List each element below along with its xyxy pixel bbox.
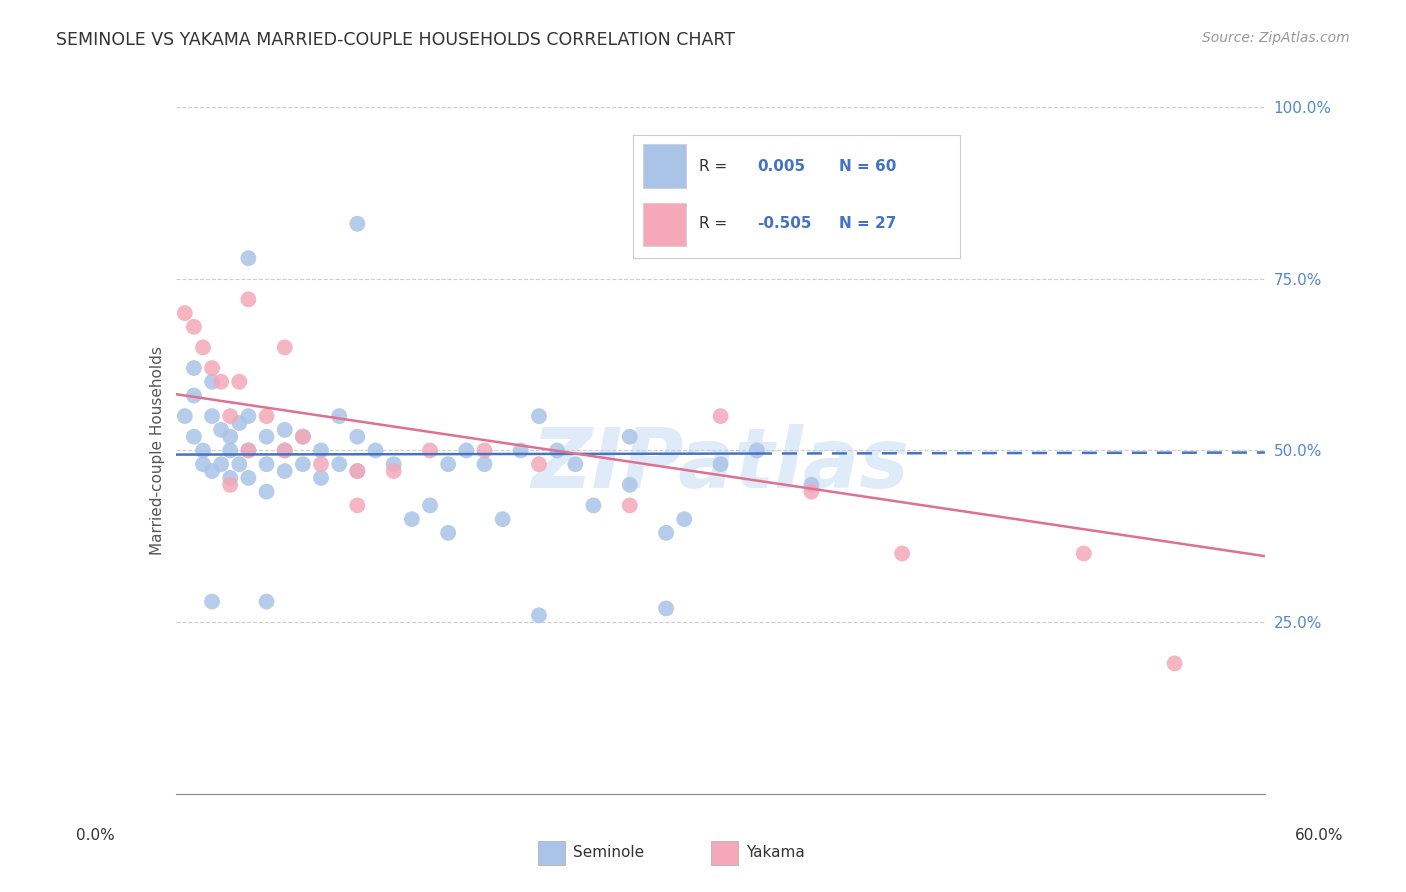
Point xyxy=(710,457,733,471)
Point xyxy=(328,409,350,423)
Point xyxy=(546,443,568,458)
Point xyxy=(219,471,242,485)
Point xyxy=(382,464,405,478)
Point xyxy=(191,457,214,471)
Point xyxy=(891,546,914,561)
Point xyxy=(228,416,250,430)
Point xyxy=(256,457,278,471)
Point xyxy=(346,464,368,478)
Point xyxy=(346,464,368,478)
Point xyxy=(437,457,460,471)
Point xyxy=(346,217,368,231)
Point xyxy=(201,361,224,376)
Point xyxy=(582,499,605,513)
Text: 0.0%: 0.0% xyxy=(76,828,115,843)
Point xyxy=(191,340,214,354)
Point xyxy=(800,484,823,499)
Point xyxy=(209,457,232,471)
Point xyxy=(309,443,332,458)
Text: Source: ZipAtlas.com: Source: ZipAtlas.com xyxy=(1202,31,1350,45)
Point xyxy=(673,512,696,526)
Point xyxy=(364,443,387,458)
Point xyxy=(527,457,550,471)
Point xyxy=(1163,657,1185,671)
Point xyxy=(382,457,405,471)
Point xyxy=(527,608,550,623)
Point xyxy=(238,443,260,458)
Point xyxy=(219,409,242,423)
Bar xyxy=(537,841,565,864)
Point xyxy=(1073,546,1095,561)
Point xyxy=(219,430,242,444)
Point xyxy=(564,457,586,471)
Point xyxy=(655,525,678,540)
Text: ZIPatlas: ZIPatlas xyxy=(531,424,910,505)
Point xyxy=(228,457,250,471)
Point xyxy=(291,430,314,444)
Point xyxy=(291,457,314,471)
Point xyxy=(274,443,297,458)
Point xyxy=(492,512,515,526)
Point xyxy=(209,375,232,389)
Point xyxy=(419,443,441,458)
Text: SEMINOLE VS YAKAMA MARRIED-COUPLE HOUSEHOLDS CORRELATION CHART: SEMINOLE VS YAKAMA MARRIED-COUPLE HOUSEH… xyxy=(56,31,735,49)
Point xyxy=(401,512,423,526)
Point xyxy=(309,471,332,485)
Point xyxy=(619,430,641,444)
Point xyxy=(201,594,224,608)
Point xyxy=(238,471,260,485)
Point xyxy=(238,443,260,458)
Point xyxy=(183,388,205,402)
Point xyxy=(238,251,260,265)
Point xyxy=(238,293,260,307)
Point xyxy=(800,478,823,492)
Point xyxy=(201,375,224,389)
Point xyxy=(527,409,550,423)
Point xyxy=(238,409,260,423)
Text: Seminole: Seminole xyxy=(574,846,644,860)
Point xyxy=(256,594,278,608)
Point xyxy=(228,375,250,389)
Point xyxy=(474,443,496,458)
Point xyxy=(419,499,441,513)
Point xyxy=(346,499,368,513)
Text: Yakama: Yakama xyxy=(747,846,806,860)
Point xyxy=(201,409,224,423)
Point xyxy=(256,430,278,444)
Point xyxy=(183,430,205,444)
Point xyxy=(274,443,297,458)
Point xyxy=(346,430,368,444)
Bar xyxy=(711,841,738,864)
Point xyxy=(437,525,460,540)
Point xyxy=(456,443,478,458)
Text: 60.0%: 60.0% xyxy=(1295,828,1343,843)
Point xyxy=(183,319,205,334)
Point xyxy=(328,457,350,471)
Point xyxy=(474,457,496,471)
Point xyxy=(173,306,195,320)
Point xyxy=(309,457,332,471)
Point xyxy=(274,464,297,478)
Point xyxy=(619,478,641,492)
Point xyxy=(274,340,297,354)
Point xyxy=(256,409,278,423)
Y-axis label: Married-couple Households: Married-couple Households xyxy=(149,346,165,555)
Point xyxy=(219,478,242,492)
Point xyxy=(274,423,297,437)
Point xyxy=(745,443,768,458)
Point xyxy=(201,464,224,478)
Point xyxy=(219,443,242,458)
Point xyxy=(509,443,531,458)
Point xyxy=(619,499,641,513)
Point xyxy=(183,361,205,376)
Point xyxy=(209,423,232,437)
Point xyxy=(256,484,278,499)
Point xyxy=(291,430,314,444)
Point xyxy=(655,601,678,615)
Point xyxy=(173,409,195,423)
Point xyxy=(191,443,214,458)
Point xyxy=(710,409,733,423)
